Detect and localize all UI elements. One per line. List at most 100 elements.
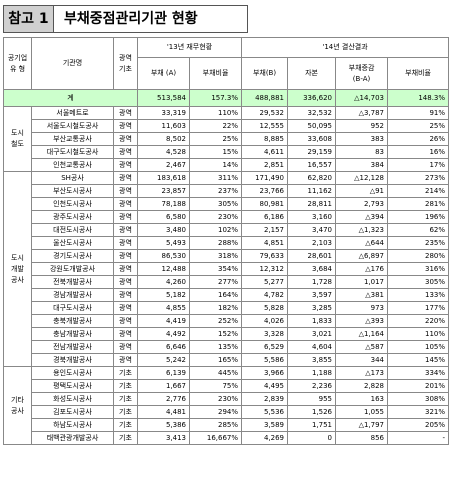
debt-a: 11,603 — [137, 119, 190, 133]
ratio-2014: 308% — [387, 392, 450, 406]
org-type: 기초 — [113, 366, 138, 380]
org-type: 광역 — [113, 210, 138, 224]
ratio-2014: 91% — [387, 106, 450, 120]
debt-a: 2,467 — [137, 158, 190, 172]
debt-b: 23,766 — [241, 184, 289, 198]
org-type: 광역 — [113, 223, 138, 237]
ratio-2014: 220% — [387, 314, 450, 328]
org-type: 광역 — [113, 314, 138, 328]
ratio-2013: 294% — [188, 405, 243, 419]
org-type: 광역 — [113, 171, 138, 185]
table-row: 하남도시공사 기초 5,386 285% 3,589 1,751 △1,797 205% — [4, 418, 450, 432]
debt-a: 4,855 — [137, 301, 190, 315]
debt-b: 4,269 — [241, 431, 289, 445]
table-row: 인천교통공사 광역 2,467 14% 2,851 16,557 384 17% — [4, 158, 450, 172]
ratio-2013: 288% — [188, 236, 243, 250]
debt-a: 183,618 — [137, 171, 190, 185]
debt-change: △394 — [335, 210, 389, 224]
org-name: 충북개발공사 — [31, 314, 114, 328]
ratio-2013: 14% — [188, 158, 243, 172]
ratio-2014: 105% — [387, 340, 450, 354]
table-row: 대구도시철도공사 광역 4,528 15% 4,611 29,159 83 16% — [4, 145, 450, 159]
org-type: 광역 — [113, 249, 138, 263]
ratio-2013: 318% — [188, 249, 243, 263]
ratio-2014: 280% — [387, 249, 450, 263]
ratio-2014: 16% — [387, 145, 450, 159]
table-row: 도시 철도 서울메트로 광역 33,319 110% 29,532 32,532 △3,787 9… — [3, 106, 450, 172]
org-name: 강원도개발공사 — [31, 262, 114, 276]
org-name: 대구도시공사 — [31, 301, 114, 315]
ratio-2014: 235% — [387, 236, 450, 250]
debt-a: 4,492 — [137, 327, 190, 341]
total-capital: 336,620 — [287, 89, 337, 107]
debt-table: 공기업 유 형 기관명 광역 기초 '13년 재무현황 '14년 결산결과 부채 (… — [3, 37, 450, 445]
org-name: 충남개발공사 — [31, 327, 114, 341]
debt-b: 6,529 — [241, 340, 289, 354]
org-type: 기초 — [113, 418, 138, 432]
org-type: 광역 — [113, 106, 138, 120]
debt-b: 12,555 — [241, 119, 289, 133]
org-type: 광역 — [113, 184, 138, 198]
org-name: 대구도시철도공사 — [31, 145, 114, 159]
org-name: 용인도시공사 — [31, 366, 114, 380]
org-type: 광역 — [113, 262, 138, 276]
debt-a: 4,260 — [137, 275, 190, 289]
ratio-2014: 196% — [387, 210, 450, 224]
ratio-2013: 445% — [188, 366, 243, 380]
capital: 33,608 — [287, 132, 337, 146]
org-name: 부산도시공사 — [31, 184, 114, 198]
table-row: 부산교통공사 광역 8,502 25% 8,885 33,608 383 26% — [4, 132, 450, 146]
org-type: 기초 — [113, 405, 138, 419]
debt-a: 6,580 — [137, 210, 190, 224]
header-org: 기관명 — [31, 37, 114, 90]
debt-b: 5,586 — [241, 353, 289, 367]
debt-a: 4,419 — [137, 314, 190, 328]
capital: 2,236 — [287, 379, 337, 393]
header-change: 부채증감 (B-A) — [335, 57, 389, 90]
ratio-2013: 277% — [188, 275, 243, 289]
table-row: 충남개발공사 광역 4,492 152% 3,328 3,021 △1,164 110% — [4, 327, 450, 341]
debt-change: 383 — [335, 132, 389, 146]
org-type: 광역 — [113, 275, 138, 289]
debt-b: 3,966 — [241, 366, 289, 380]
ratio-2013: 237% — [188, 184, 243, 198]
org-name: 광주도시공사 — [31, 210, 114, 224]
debt-change: 952 — [335, 119, 389, 133]
ratio-2013: 285% — [188, 418, 243, 432]
debt-a: 78,188 — [137, 197, 190, 211]
org-type: 광역 — [113, 145, 138, 159]
org-name: 인천교통공사 — [31, 158, 114, 172]
capital: 3,021 — [287, 327, 337, 341]
org-name: 대전도시공사 — [31, 223, 114, 237]
debt-a: 3,480 — [137, 223, 190, 237]
debt-b: 171,490 — [241, 171, 289, 185]
capital: 0 — [287, 431, 337, 445]
header-debt-b: 부채(B) — [241, 57, 289, 90]
org-name: 전남개발공사 — [31, 340, 114, 354]
debt-b: 4,495 — [241, 379, 289, 393]
ratio-2013: 182% — [188, 301, 243, 315]
capital: 11,162 — [287, 184, 337, 198]
table-row: 경남개발공사 광역 5,182 164% 4,782 3,597 △381 133% — [4, 288, 450, 302]
debt-a: 12,488 — [137, 262, 190, 276]
debt-b: 2,851 — [241, 158, 289, 172]
debt-b: 4,782 — [241, 288, 289, 302]
debt-a: 4,481 — [137, 405, 190, 419]
header-capital: 자본 — [287, 57, 337, 90]
ratio-2014: 214% — [387, 184, 450, 198]
capital: 2,103 — [287, 236, 337, 250]
ratio-2013: 252% — [188, 314, 243, 328]
debt-change: 163 — [335, 392, 389, 406]
table-row: 광주도시공사 광역 6,580 230% 6,186 3,160 △394 196% — [4, 210, 450, 224]
ratio-2014: 133% — [387, 288, 450, 302]
debt-change: 2,828 — [335, 379, 389, 393]
ratio-2013: 135% — [188, 340, 243, 354]
org-type: 광역 — [113, 288, 138, 302]
debt-b: 79,633 — [241, 249, 289, 263]
capital: 1,728 — [287, 275, 337, 289]
org-name: 서울도시철도공사 — [31, 119, 114, 133]
debt-a: 4,528 — [137, 145, 190, 159]
org-type: 광역 — [113, 327, 138, 341]
org-name: 부산교통공사 — [31, 132, 114, 146]
org-type: 기초 — [113, 431, 138, 445]
